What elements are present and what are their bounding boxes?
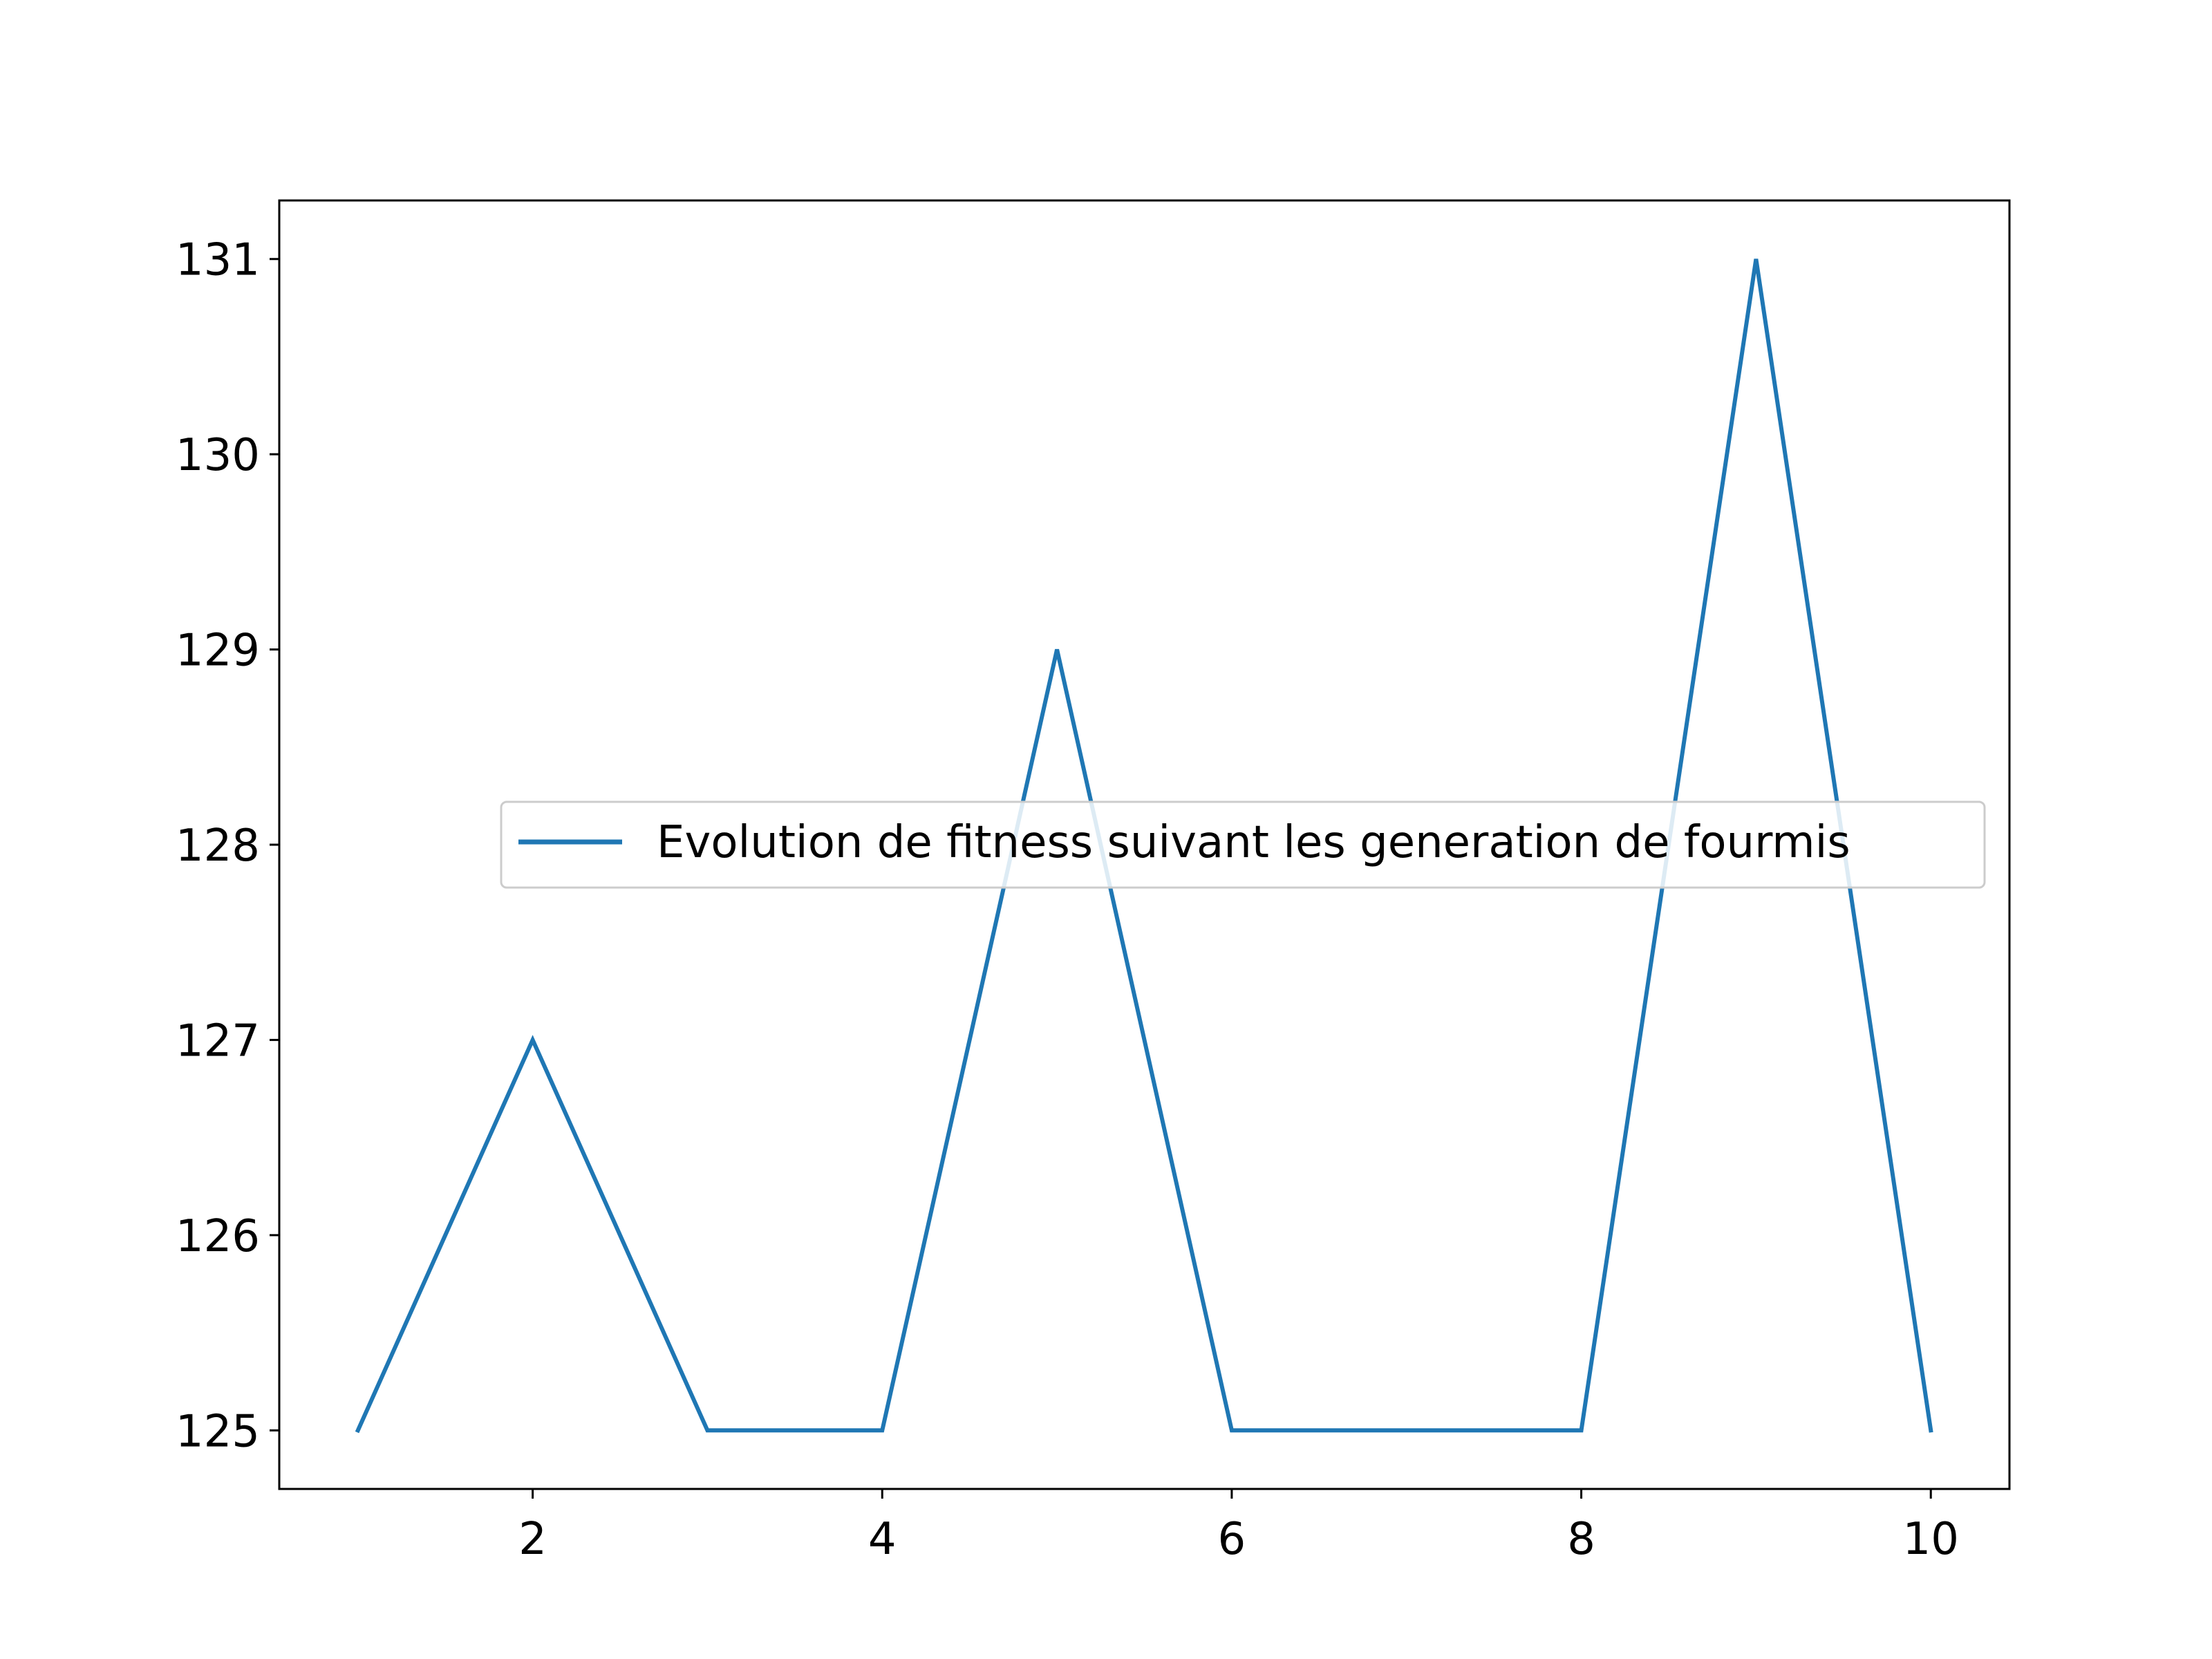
legend-label: Evolution de fitness suivant les generat… xyxy=(657,817,1850,868)
y-tick-label: 129 xyxy=(176,626,260,677)
y-axis-ticks: 125 126 127 128 129 130 131 xyxy=(176,235,279,1457)
x-tick-label: 10 xyxy=(1903,1514,1959,1565)
x-tick-label: 4 xyxy=(868,1514,897,1565)
y-tick-label: 127 xyxy=(176,1015,260,1067)
y-tick-label: 130 xyxy=(176,430,260,481)
y-tick-label: 128 xyxy=(176,821,260,872)
y-tick-label: 131 xyxy=(176,235,260,286)
legend-box xyxy=(500,800,1986,889)
y-tick-label: 125 xyxy=(176,1406,260,1457)
x-tick-label: 8 xyxy=(1567,1514,1595,1565)
x-axis-ticks: 2 4 6 8 10 xyxy=(518,1489,1959,1565)
y-tick-label: 126 xyxy=(176,1211,260,1262)
legend: Evolution de fitness suivant les generat… xyxy=(500,800,1986,889)
x-tick-label: 6 xyxy=(1218,1514,1246,1565)
x-tick-label: 2 xyxy=(518,1514,547,1565)
